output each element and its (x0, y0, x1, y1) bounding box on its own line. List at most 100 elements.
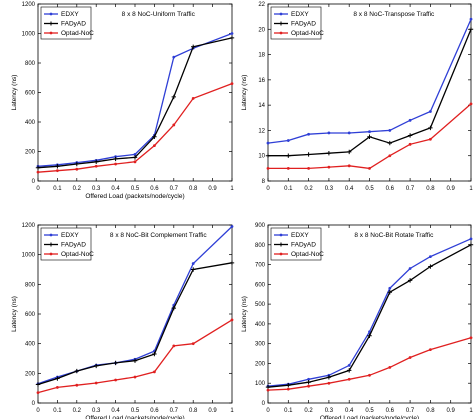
data-point (75, 167, 79, 171)
legend-item: Optad-NoC (44, 251, 94, 258)
data-point (94, 159, 99, 165)
legend-item: EDXY (44, 11, 79, 18)
x-tick-label: 0.5 (131, 408, 140, 414)
x-tick-label: 0 (266, 186, 270, 192)
y-axis-label: Latency (ns) (241, 75, 248, 111)
legend-marker (49, 31, 53, 35)
series-fadyad (265, 242, 474, 390)
x-tick-label: 0.1 (53, 186, 62, 192)
data-point (191, 342, 195, 346)
x-tick-label: 0 (36, 186, 40, 192)
x-tick-label: 0.9 (208, 408, 217, 414)
data-point (172, 55, 176, 59)
series-optad-noc (36, 82, 234, 174)
y-tick-label: 800 (255, 243, 266, 249)
x-tick-label: 0.7 (170, 408, 179, 414)
data-point (286, 139, 290, 142)
y-tick-label: 20 (258, 27, 265, 33)
data-point (388, 286, 392, 290)
data-point (35, 382, 41, 387)
legend-marker (279, 252, 283, 256)
y-tick-label: 12 (258, 128, 265, 134)
legend-item: FADyAD (44, 21, 86, 28)
data-point (172, 344, 176, 348)
x-tick-label: 0.3 (325, 408, 334, 414)
data-point (172, 123, 176, 127)
data-point (230, 82, 234, 86)
chart-title: 8 x 8 NoC-Transpose Traffic (353, 11, 435, 18)
data-point (469, 336, 473, 340)
legend-label: FADyAD (291, 242, 316, 249)
y-tick-label: 600 (255, 282, 266, 288)
legend: EDXY FADyAD Optad-NoC (40, 227, 94, 261)
data-point (191, 262, 195, 265)
y-tick-label: 1200 (22, 223, 36, 229)
x-tick-label: 0.4 (111, 408, 120, 414)
x-tick-label: 0.1 (53, 408, 62, 414)
x-tick-label: 0.9 (447, 408, 456, 414)
data-point (113, 360, 118, 366)
data-point (408, 142, 412, 146)
data-point (387, 290, 392, 295)
y-tick-label: 800 (25, 61, 36, 67)
x-tick-label: 0.7 (170, 186, 179, 192)
data-point (468, 27, 474, 32)
legend-marker (279, 12, 283, 16)
data-point (429, 137, 432, 141)
x-tick-label: 0.3 (92, 186, 101, 192)
x-tick-label: 1 (230, 408, 234, 414)
y-tick-label: 22 (258, 2, 265, 8)
data-point (407, 278, 413, 283)
legend-label: EDXY (291, 11, 309, 18)
x-tick-label: 0.1 (284, 186, 293, 192)
data-point (429, 255, 432, 259)
y-tick-label: 400 (25, 120, 36, 126)
data-point (152, 134, 157, 139)
data-point (153, 370, 156, 374)
data-point (286, 387, 290, 391)
data-point (469, 237, 473, 241)
y-tick-label: 8 (262, 179, 266, 185)
data-point (347, 131, 351, 135)
chart-title: 8 x 8 NoC-Bit Complement Traffic (110, 232, 207, 239)
data-point (191, 44, 196, 49)
series-line (37, 226, 233, 385)
data-point (55, 164, 60, 169)
data-point (114, 378, 117, 382)
data-point (367, 134, 372, 139)
legend-item: FADyAD (44, 242, 86, 249)
data-point (229, 260, 235, 266)
series-line (37, 32, 233, 167)
legend-marker (49, 21, 53, 26)
series-fadyad (265, 27, 474, 158)
legend-label: Optad-NoC (291, 30, 324, 37)
data-point (113, 156, 118, 162)
y-axis-label: Latency (ns) (11, 75, 18, 111)
data-point (152, 351, 157, 357)
x-tick-label: 0.6 (150, 408, 159, 414)
data-point (230, 32, 234, 35)
x-tick-label: 0.2 (304, 186, 313, 192)
data-point (133, 160, 137, 164)
data-point (408, 356, 412, 359)
data-point (266, 388, 270, 392)
x-tick-label: 0.8 (189, 408, 198, 414)
y-tick-label: 800 (25, 282, 36, 288)
chart-panel-3: 0 0.1 0.2 0.3 0.4 0.5 0.6 0.7 0.8 0.9 1 0 200 400 600 8… (11, 223, 234, 419)
data-point (265, 384, 271, 390)
y-tick-label: 0 (262, 401, 266, 407)
legend-marker (49, 12, 53, 16)
data-point (468, 242, 474, 247)
data-point (191, 267, 196, 272)
series-line (267, 18, 472, 144)
series-line (37, 319, 233, 394)
legend: EDXY FADyAD Optad-NoC (40, 6, 94, 40)
x-tick-label: 0.1 (284, 408, 293, 414)
data-point (307, 377, 310, 381)
x-tick-label: 0.2 (304, 408, 313, 414)
x-axis-label: Offered Load (packets/node/cycle) (85, 415, 184, 419)
legend-label: FADyAD (61, 242, 86, 249)
data-point (347, 364, 351, 367)
data-point (469, 17, 473, 21)
x-tick-label: 1 (469, 186, 473, 192)
